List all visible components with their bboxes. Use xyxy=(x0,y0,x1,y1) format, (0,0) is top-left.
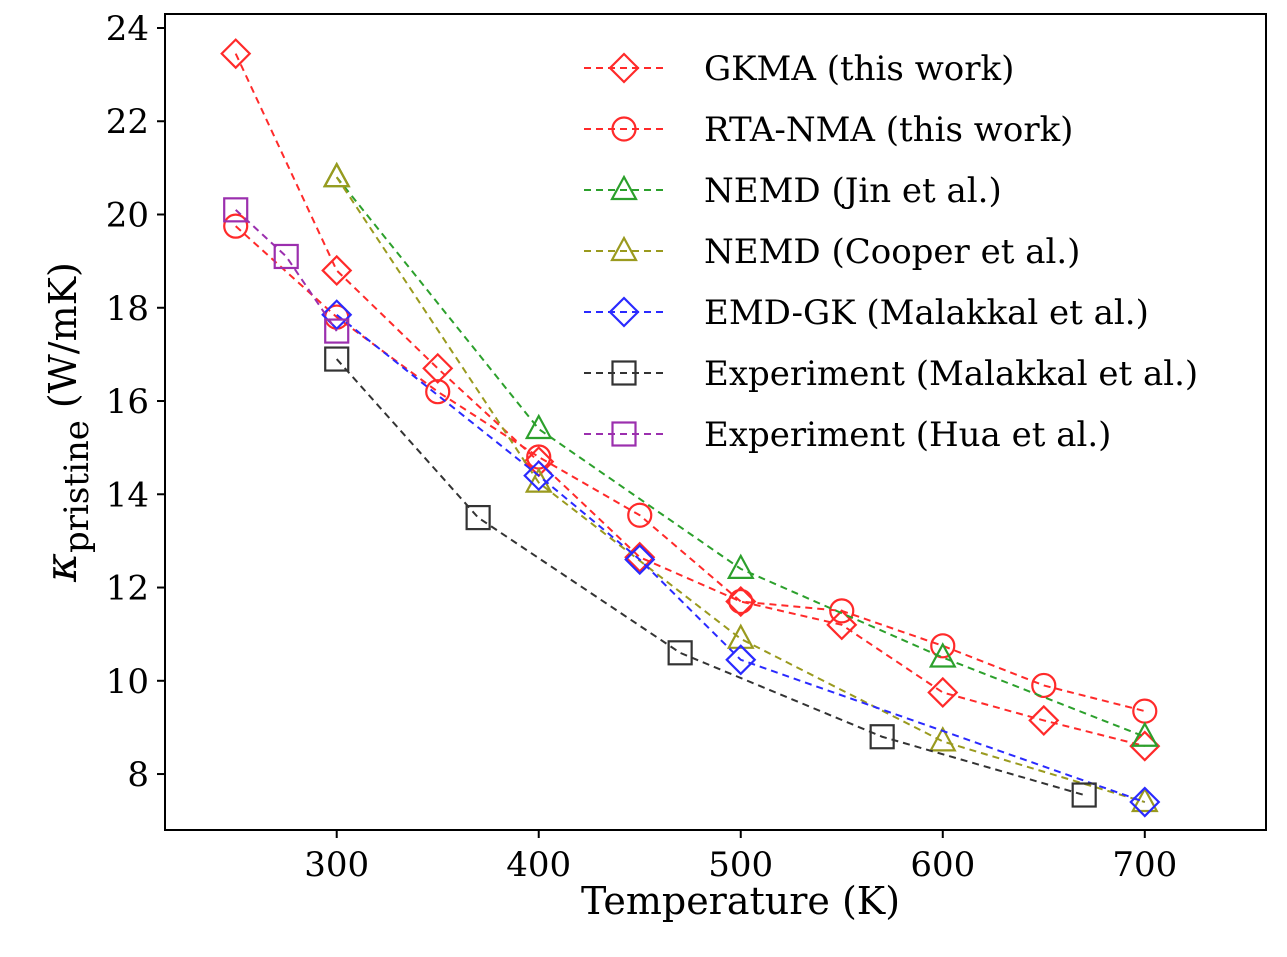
y-tick-label: 8 xyxy=(127,755,149,795)
data-point xyxy=(1132,698,1158,724)
legend-marker xyxy=(611,116,637,142)
x-tick-label: 400 xyxy=(506,845,571,885)
legend-label: EMD-GK (Malakkal et al.) xyxy=(704,293,1149,333)
y-axis: 8 10 12 14 16 18 20 22 24 xyxy=(106,9,165,795)
data-point xyxy=(223,197,249,223)
data-point xyxy=(1031,672,1057,699)
legend-entry: GKMA (this work) xyxy=(584,49,1014,89)
data-point xyxy=(726,623,755,649)
x-axis: 300 400 500 600 700 xyxy=(304,830,1177,885)
legend-entry: EMD-GK (Malakkal et al.) xyxy=(584,293,1149,333)
legend-label: RTA-NMA (this work) xyxy=(704,110,1073,150)
data-point xyxy=(928,726,957,752)
data-point xyxy=(829,598,855,624)
series-5 xyxy=(321,299,1161,818)
data-point xyxy=(523,460,555,492)
data-point xyxy=(321,254,353,287)
data-point xyxy=(322,161,351,188)
data-point xyxy=(223,213,249,239)
data-point xyxy=(220,38,252,70)
data-point xyxy=(627,502,653,528)
data-point xyxy=(1129,786,1161,818)
x-axis-title: Temperature (K) xyxy=(581,879,900,923)
data-point xyxy=(321,299,353,331)
legend-marker xyxy=(611,360,637,386)
series-line xyxy=(335,358,1085,796)
legend-label: NEMD (Jin et al.) xyxy=(704,171,1002,211)
legend-entry: Experiment (Hua et al.) xyxy=(584,415,1111,455)
y-axis-units: (W/mK) xyxy=(41,262,85,408)
data-point xyxy=(465,504,491,531)
legend-label: Experiment (Hua et al.) xyxy=(704,415,1111,455)
y-tick-label: 20 xyxy=(106,196,149,236)
legend-entry: Experiment (Malakkal et al.) xyxy=(584,354,1198,394)
legend-entry: NEMD (Jin et al.) xyxy=(584,171,1002,211)
x-tick-label: 300 xyxy=(304,845,369,885)
y-axis-symbol: κ xyxy=(36,553,87,583)
data-point xyxy=(726,553,755,579)
data-point xyxy=(728,588,754,615)
series-layer xyxy=(220,38,1161,818)
legend-entry: NEMD (Cooper et al.) xyxy=(584,232,1080,272)
y-tick-label: 14 xyxy=(106,475,149,515)
legend-label: NEMD (Cooper et al.) xyxy=(704,232,1080,272)
data-point xyxy=(725,644,757,676)
legend-marker xyxy=(610,235,638,262)
series-6 xyxy=(324,346,1097,808)
plot-frame xyxy=(164,13,1267,831)
data-point xyxy=(826,609,858,641)
data-point xyxy=(273,243,299,270)
series-2 xyxy=(223,213,1158,724)
data-point xyxy=(1028,704,1060,736)
legend-marker xyxy=(611,421,637,447)
data-point xyxy=(1130,721,1159,747)
x-tick-label: 600 xyxy=(910,845,975,885)
series-7 xyxy=(223,197,350,344)
y-tick-label: 22 xyxy=(106,102,149,142)
legend-marker xyxy=(610,174,638,201)
y-tick-label: 18 xyxy=(106,289,149,329)
x-tick-label: 500 xyxy=(708,845,773,885)
y-tick-label: 24 xyxy=(106,9,149,49)
series-line xyxy=(335,176,1146,738)
series-line xyxy=(234,53,1146,748)
legend-label: GKMA (this work) xyxy=(704,49,1014,89)
x-tick-label: 700 xyxy=(1112,845,1177,885)
data-point xyxy=(927,676,959,709)
y-axis-title: κpristine (W/mK) xyxy=(36,262,97,583)
series-line xyxy=(335,176,1146,803)
y-tick-label: 12 xyxy=(106,569,149,609)
data-point xyxy=(422,352,454,384)
data-point xyxy=(524,413,553,440)
data-point xyxy=(324,346,350,372)
data-point xyxy=(869,724,895,750)
data-point xyxy=(928,642,957,668)
legend-marker xyxy=(608,52,640,84)
legend-marker xyxy=(608,296,640,328)
y-tick-label: 16 xyxy=(106,382,149,422)
legend-label: Experiment (Malakkal et al.) xyxy=(704,354,1198,394)
data-point xyxy=(624,543,656,576)
data-point xyxy=(667,640,693,666)
data-point xyxy=(425,379,451,405)
y-tick-label: 10 xyxy=(106,662,149,702)
data-point xyxy=(322,161,351,188)
data-point xyxy=(1071,782,1097,808)
series-line xyxy=(336,313,1146,803)
y-axis-subscript: pristine xyxy=(57,420,97,553)
data-point xyxy=(324,318,350,344)
data-point xyxy=(930,633,956,659)
legend-entry: RTA-NMA (this work) xyxy=(584,110,1073,150)
legend: GKMA (this work) RTA-NMA (this work) NEMD … xyxy=(584,49,1198,455)
